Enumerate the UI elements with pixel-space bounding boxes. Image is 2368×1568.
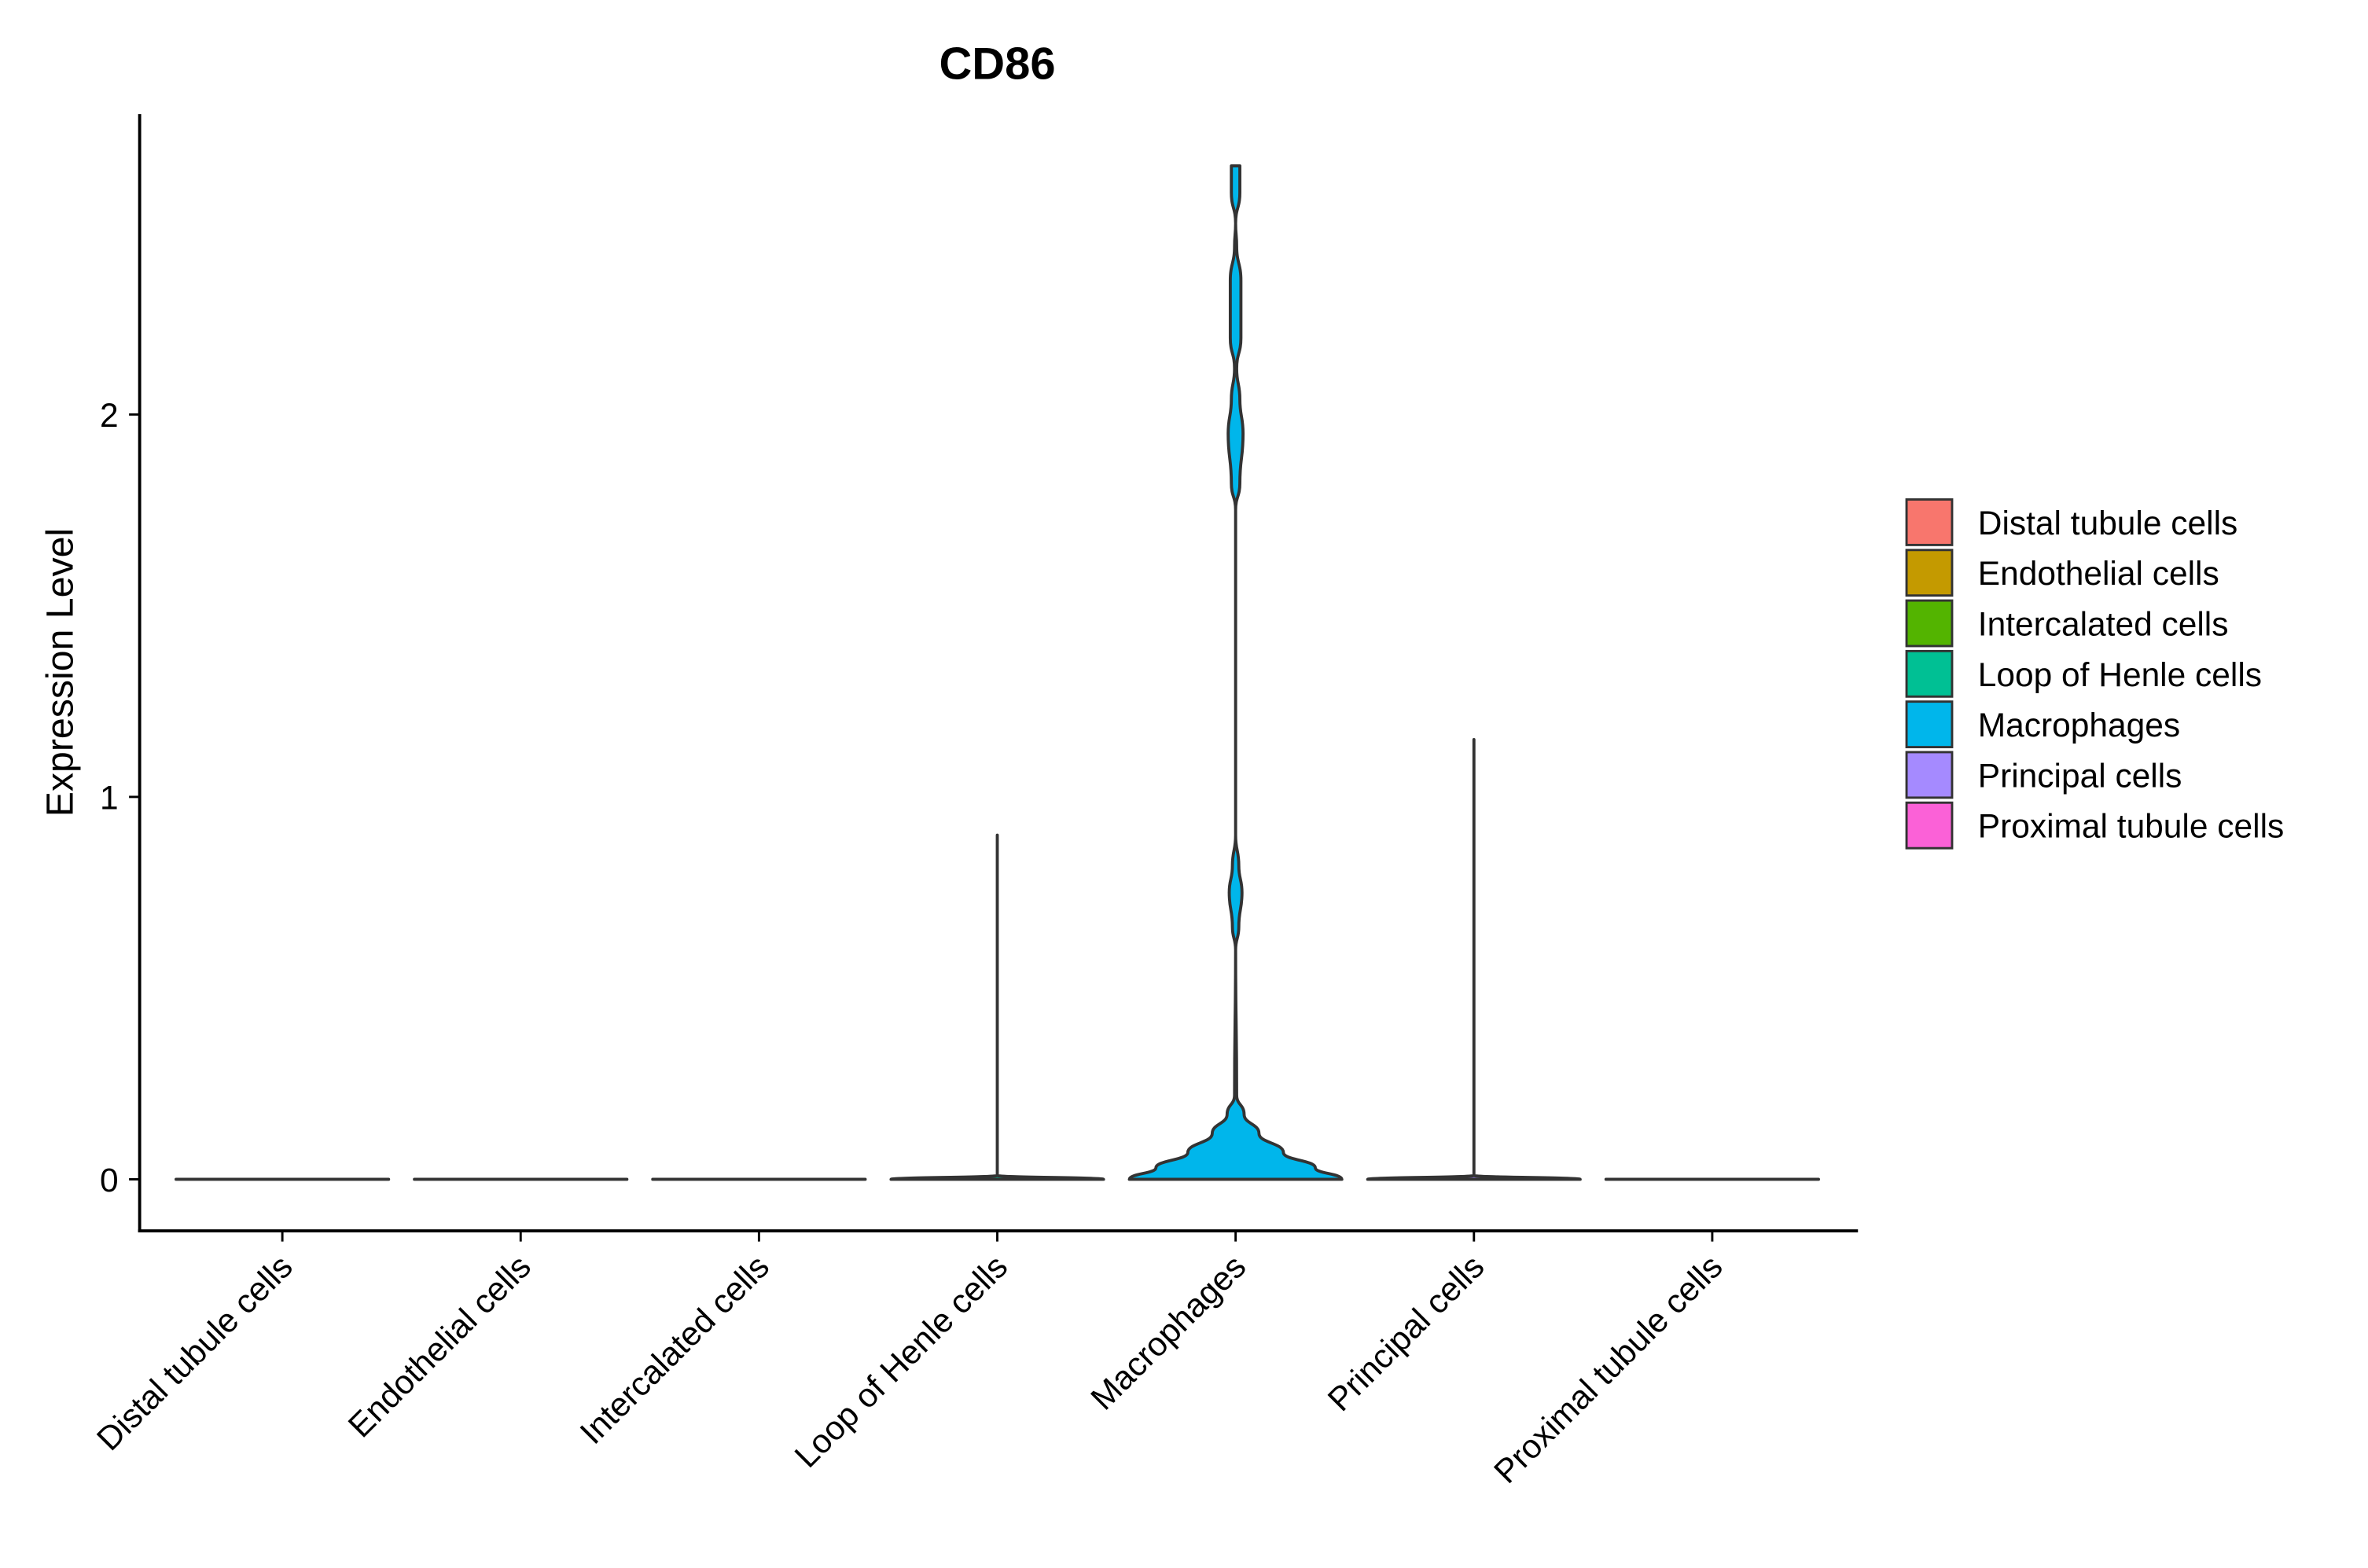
legend-key (1905, 801, 1954, 850)
violins-layer (175, 164, 1820, 1181)
legend-label: Distal tubule cells (1978, 505, 2237, 542)
legend-label: Macrophages (1978, 707, 2180, 744)
x-tick-label: Proximal tubule cells (1487, 1248, 1730, 1491)
legend-key (1905, 751, 1954, 799)
y-ticks: 0 1 2 (100, 397, 140, 1199)
legend-label: Proximal tubule cells (1978, 808, 2284, 845)
violin-loop-of-henle-cells (889, 833, 1105, 1181)
legend-key (1905, 599, 1954, 648)
legend-label: Endothelial cells (1978, 555, 2219, 592)
violin-macrophages (1127, 164, 1344, 1181)
y-tick-label: 2 (100, 397, 119, 434)
x-tick-label: Loop of Henle cells (788, 1248, 1015, 1475)
legend-key (1905, 549, 1954, 597)
y-tick-label: 0 (100, 1162, 119, 1199)
legend-key (1905, 700, 1954, 749)
violin-principal-cells (1366, 737, 1582, 1181)
x-tick-label: Endothelial cells (341, 1248, 538, 1445)
x-tick-label: Macrophages (1083, 1248, 1252, 1417)
legend-label: Loop of Henle cells (1978, 656, 2262, 693)
x-ticks: Distal tubule cells Endothelial cells Inte… (90, 1231, 1730, 1490)
y-axis-label: Expression Level (39, 528, 82, 817)
legend-label: Intercalated cells (1978, 605, 2229, 642)
x-tick-label: Intercalated cells (573, 1248, 777, 1452)
y-tick-label: 1 (100, 779, 119, 816)
legend-key (1905, 649, 1954, 698)
legend: Distal tubule cells Endothelial cells Inte… (1905, 498, 2284, 850)
chart-title: CD86 (939, 39, 1055, 90)
legend-key (1905, 498, 1954, 546)
legend-label: Principal cells (1978, 757, 2182, 794)
x-tick-label: Principal cells (1321, 1248, 1491, 1419)
x-tick-label: Distal tubule cells (90, 1248, 300, 1458)
